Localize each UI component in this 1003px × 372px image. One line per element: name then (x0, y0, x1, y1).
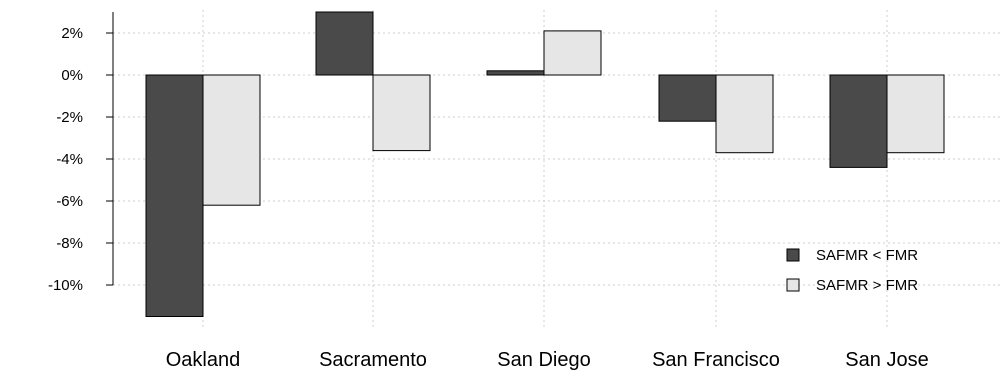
bar-safmr-gt-fmr-sacramento (372, 74, 431, 152)
bar-safmr-gt-fmr-san-diego (543, 30, 602, 76)
bar-safmr-gt-fmr-oakland (202, 74, 261, 206)
legend-swatch (786, 248, 800, 262)
legend-swatch (786, 278, 800, 292)
x-category-label: Sacramento (319, 349, 427, 371)
y-tick-label: -6% (56, 193, 83, 210)
bar-safmr-lt-fmr-oakland (145, 74, 204, 317)
bar-safmr-lt-fmr-sacramento (315, 11, 374, 76)
x-category-label: San Jose (845, 349, 928, 371)
y-tick-label: 2% (61, 25, 83, 42)
x-category-label: Oakland (166, 349, 241, 371)
x-category-label: San Francisco (652, 349, 780, 371)
y-axis: 2% 0% -2% -4% -6% -8% -10% (48, 12, 114, 294)
x-category-label: San Diego (497, 349, 590, 371)
bar-safmr-gt-fmr-san-jose (886, 74, 945, 154)
category-labels: Oakland Sacramento San Diego San Francisco S… (166, 349, 929, 371)
y-tick-label: -8% (56, 235, 83, 252)
y-tick-label: -10% (48, 277, 83, 294)
bar-safmr-lt-fmr-san-diego (486, 70, 545, 76)
y-tick-label: 0% (61, 67, 83, 84)
bar-safmr-lt-fmr-san-francisco (658, 74, 717, 122)
bar-safmr-gt-fmr-san-francisco (715, 74, 774, 154)
y-tick-label: -4% (56, 151, 83, 168)
bars-layer (145, 11, 945, 317)
y-tick-label: -2% (56, 109, 83, 126)
bar-safmr-lt-fmr-san-jose (829, 74, 888, 168)
legend: SAFMR < FMR SAFMR > FMR (786, 247, 918, 294)
legend-label: SAFMR > FMR (816, 277, 918, 294)
legend-label: SAFMR < FMR (816, 247, 918, 264)
